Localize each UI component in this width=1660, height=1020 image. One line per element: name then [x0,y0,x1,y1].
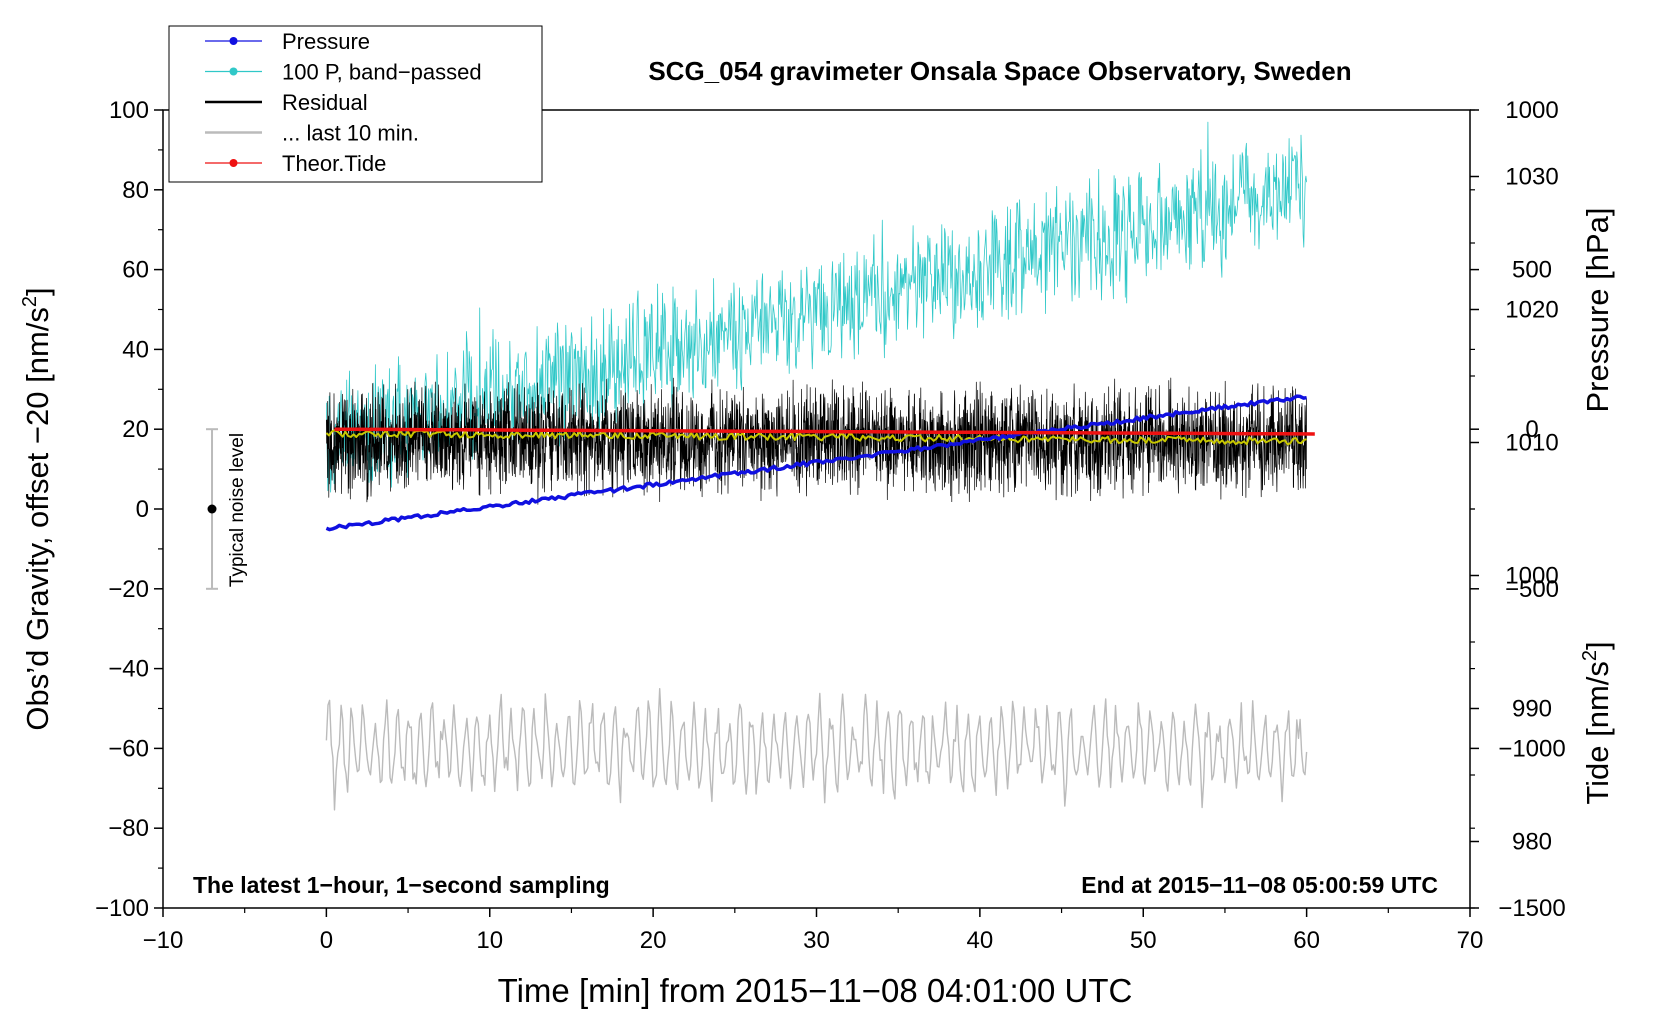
tide-tick-label: 0 [1525,416,1538,443]
y-axis-label-left-main: Obs’d Gravity, offset −20 [nm/s [20,307,55,731]
series-pressure [325,394,1307,532]
pressure-tick-label: 1000 [1505,563,1558,590]
x-tick-label: 10 [476,927,503,954]
x-tick-label: 50 [1130,927,1157,954]
noise-bar-center-dot [207,504,217,514]
tide-tick-label: −500 [1505,576,1559,603]
y-axis-label-tide: Tide [nm/s2] [1579,641,1615,804]
tide-tick-label: 1000 [1505,97,1558,124]
y-tick-label: 60 [122,257,149,284]
y-tick-label: −20 [108,576,149,603]
y-tick-label: 0 [136,496,149,523]
axes-layer: −10 0 10 20 30 40 50 60 70100806040200−20−40−60−… [95,97,1566,954]
y-tick-label: −40 [108,656,149,683]
tide-tick-label: −1000 [1498,735,1565,762]
legend-label: Pressure [282,29,370,54]
pressure-tick-label: 1020 [1505,297,1558,324]
series-theoretical-tide [334,427,1315,436]
y-axis-label-pressure: Pressure [hPa] [1580,207,1615,412]
legend-label: ... last 10 min. [282,121,419,146]
legend-label: Residual [282,90,368,115]
legend-label: Theor.Tide [282,151,386,176]
x-tick-label: 60 [1293,927,1320,954]
x-tick-label: 30 [803,927,830,954]
y-axis-label-left: Obs’d Gravity, offset −20 [nm/s2] [19,287,55,730]
legend-marker [229,159,238,167]
x-tick-label: 40 [967,927,994,954]
legend-label: 100 P, band−passed [282,60,482,85]
chart-title: SCG_054 gravimeter Onsala Space Observat… [648,56,1351,86]
series-layer [325,121,1315,811]
tide-tick-label: 500 [1512,257,1552,284]
y-tick-label: 80 [122,177,149,204]
noise-level-label: Typical noise level [227,433,248,587]
noise-level-indicator [206,428,219,590]
plot-frame [162,109,1471,909]
y-axis-label-tide-end: ] [1580,641,1615,650]
y-axis-label-left-sup: 2 [19,296,41,307]
y-tick-label: −100 [95,895,149,922]
x-tick-label: 20 [640,927,667,954]
pressure-tick-label: 990 [1512,696,1552,723]
annotation-sampling: The latest 1−hour, 1−second sampling [193,872,610,898]
x-axis-label: Time [min] from 2015−11−08 04:01:00 UTC [498,972,1133,1009]
series-bandpassed-pressure [326,121,1307,493]
series-last-10-min [325,688,1308,811]
annotation-end-time: End at 2015−11−08 05:00:59 UTC [1081,872,1438,898]
pressure-tick-label: 1010 [1505,430,1558,457]
y-axis-label-tide-main: Tide [nm/s [1580,661,1615,805]
x-tick-label: 0 [320,927,333,954]
legend-entries: Pressure 100 P, band−passed Residual ... la… [205,29,482,176]
x-tick-label: −10 [143,927,184,954]
y-tick-label: −60 [108,735,149,762]
y-axis-label-left-end: ] [20,287,55,296]
y-tick-label: 40 [122,336,149,363]
series-residual-smoothed [325,429,1307,446]
y-tick-label: 20 [122,416,149,443]
y-axis-label-tide-sup: 2 [1579,650,1601,661]
legend-marker [229,67,238,76]
y-tick-label: −80 [108,815,149,842]
x-tick-label: 70 [1457,927,1484,954]
legend: Pressure 100 P, band−passed Residual ... la… [168,25,543,183]
tide-tick-label: −1500 [1498,895,1565,922]
pressure-tick-label: 1030 [1505,164,1558,191]
y-tick-label: 100 [109,97,149,124]
legend-box [168,25,543,183]
legend-marker [229,37,238,45]
pressure-tick-label: 980 [1512,829,1552,856]
